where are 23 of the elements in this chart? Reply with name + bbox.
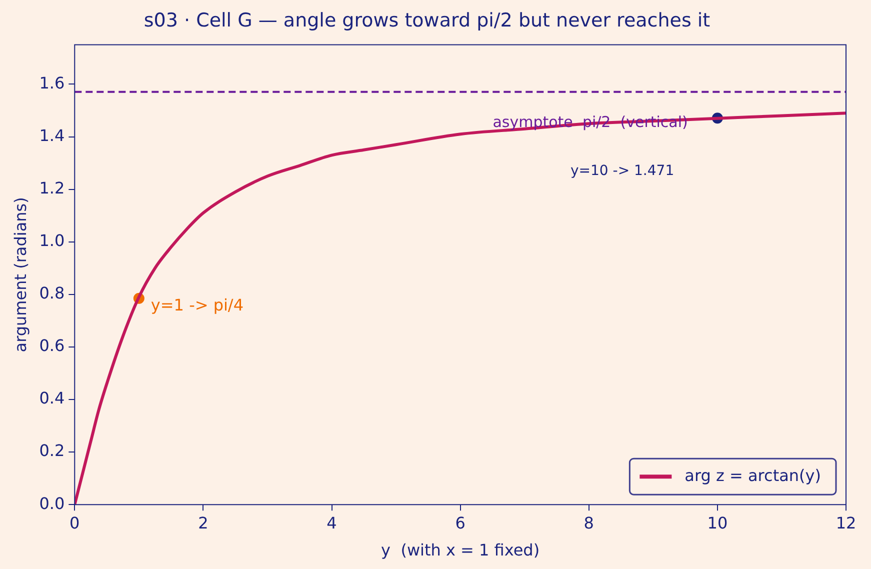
x-tick-label: 2: [198, 513, 208, 532]
x-axis-title: y (with x = 1 fixed): [381, 540, 540, 560]
y-axis-title: argument (radians): [10, 197, 30, 352]
annotation: y=1 -> pi/4: [150, 296, 244, 315]
y-tick-label: 0.0: [39, 494, 65, 513]
annotation: y=10 -> 1.471: [570, 162, 674, 179]
x-tick-label: 12: [836, 513, 856, 532]
y-tick-label: 0.6: [39, 336, 65, 356]
line-series: [74, 112, 846, 505]
y-tick-label: 1.4: [39, 126, 65, 145]
y-tick-label: 1.0: [39, 231, 65, 250]
chart-title: s03 · Cell G — angle grows toward pi/2 but never reaches it: [144, 9, 710, 32]
x-tick-label: 6: [455, 513, 466, 532]
y-tick-label: 1.2: [39, 178, 65, 198]
x-tick-label: 4: [326, 513, 337, 532]
y-tick-label: 0.2: [39, 441, 65, 460]
x-tick-label: 8: [584, 513, 594, 532]
legend-label: arg z = arctan(y): [684, 466, 822, 485]
y-tick-label: 0.4: [39, 388, 65, 408]
y-tick-label: 1.6: [39, 73, 65, 92]
y-tick-label: 0.8: [39, 284, 65, 303]
x-tick-label: 0: [70, 513, 80, 532]
x-tick-label: 10: [707, 513, 728, 532]
